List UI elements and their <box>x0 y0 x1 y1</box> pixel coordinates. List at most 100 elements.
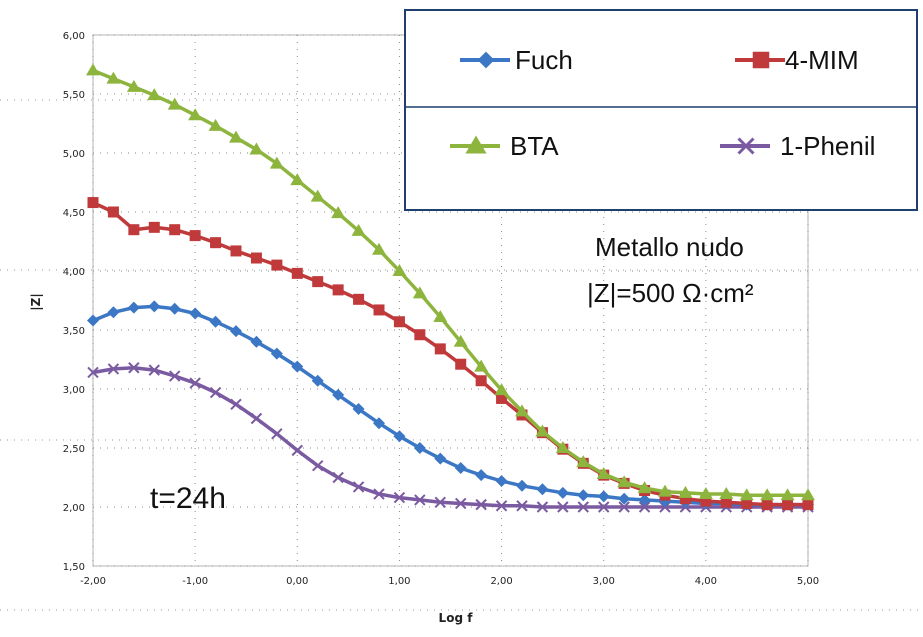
data-point <box>290 173 305 186</box>
y-tick-label: 2,00 <box>63 503 85 514</box>
data-point <box>760 488 775 501</box>
data-point <box>455 358 467 370</box>
y-tick-label: 1,50 <box>63 562 85 573</box>
data-point <box>352 481 365 493</box>
data-point <box>168 302 181 315</box>
y-tick-label: 5,50 <box>63 90 85 101</box>
data-point <box>87 366 99 379</box>
legend-label: 4-MIM <box>785 45 859 75</box>
data-point <box>414 329 426 341</box>
data-point <box>169 224 181 236</box>
data-point <box>271 259 283 271</box>
legend: Fuch 4-MIM BTA 1-Phenil <box>404 9 918 211</box>
data-point <box>310 189 325 202</box>
data-point <box>618 501 630 513</box>
x-tick-label: -1,00 <box>182 576 208 587</box>
data-point <box>250 335 263 348</box>
data-point <box>516 479 528 492</box>
legend-marker <box>477 51 495 69</box>
y-tick-label: 2,50 <box>63 444 85 455</box>
data-point <box>555 441 570 453</box>
data-point <box>331 206 346 219</box>
data-point <box>782 499 794 511</box>
data-point <box>351 223 366 236</box>
x-tick-label: 0,00 <box>286 576 308 587</box>
data-point <box>413 442 426 454</box>
data-point <box>332 471 344 484</box>
legend-label: Fuch <box>515 45 573 75</box>
data-point <box>393 491 406 504</box>
data-point <box>638 493 651 506</box>
data-point <box>229 130 243 143</box>
data-point <box>372 242 386 255</box>
data-point <box>269 156 284 169</box>
data-point <box>495 475 508 488</box>
data-point <box>495 500 508 512</box>
x-tick-label: 5,00 <box>797 576 819 587</box>
data-point <box>332 284 344 296</box>
data-point <box>637 481 652 494</box>
data-point <box>617 475 632 488</box>
data-point <box>434 343 446 355</box>
series-1-phenil <box>87 362 814 513</box>
series-line <box>92 366 808 509</box>
data-point <box>271 428 283 440</box>
data-point <box>455 497 467 510</box>
x-tick-label: 3,00 <box>593 576 615 587</box>
data-point <box>741 497 753 509</box>
data-point <box>598 501 610 513</box>
data-point <box>414 494 426 506</box>
data-point <box>802 499 814 511</box>
data-point <box>210 237 222 249</box>
data-point <box>107 306 120 319</box>
data-point <box>87 197 99 209</box>
y-axis-title: |Z| <box>29 293 43 310</box>
data-point <box>209 386 222 399</box>
data-point <box>128 224 140 236</box>
data-point <box>250 412 263 425</box>
data-point <box>107 363 120 375</box>
data-point <box>494 383 509 396</box>
legend-label: 1-Phenil <box>780 131 875 161</box>
data-point <box>638 501 651 513</box>
data-point <box>720 496 732 508</box>
data-point <box>475 469 488 482</box>
data-point <box>412 286 427 299</box>
data-point <box>536 483 549 496</box>
series-line <box>92 304 808 507</box>
data-point <box>291 444 303 457</box>
data-point <box>515 404 529 417</box>
data-point <box>312 276 324 288</box>
data-point <box>189 307 202 320</box>
data-point <box>230 325 242 338</box>
data-point <box>230 245 242 257</box>
data-point <box>475 498 487 511</box>
data-point <box>87 314 99 327</box>
data-point <box>535 424 550 437</box>
data-point <box>474 359 489 372</box>
x-tick-label: -2,00 <box>80 576 106 587</box>
data-point <box>208 118 223 131</box>
data-point <box>577 489 590 502</box>
x-tick-label: 1,00 <box>388 576 410 587</box>
data-point <box>679 493 691 505</box>
data-point <box>496 392 508 404</box>
data-point <box>128 362 140 374</box>
data-point <box>373 304 385 316</box>
legend-item: 1-Phenil <box>720 131 875 161</box>
data-point <box>311 374 324 387</box>
series-bta <box>86 63 815 501</box>
data-point <box>270 347 283 360</box>
data-point <box>106 71 121 84</box>
data-point <box>169 370 181 382</box>
data-point <box>678 485 693 498</box>
data-point <box>373 488 385 500</box>
data-point <box>249 142 264 155</box>
x-axis-title: Log f <box>439 611 474 625</box>
data-point <box>393 430 406 443</box>
data-point <box>189 377 201 389</box>
data-point <box>453 334 468 347</box>
y-tick-label: 4,00 <box>63 267 85 278</box>
data-point <box>596 466 611 479</box>
